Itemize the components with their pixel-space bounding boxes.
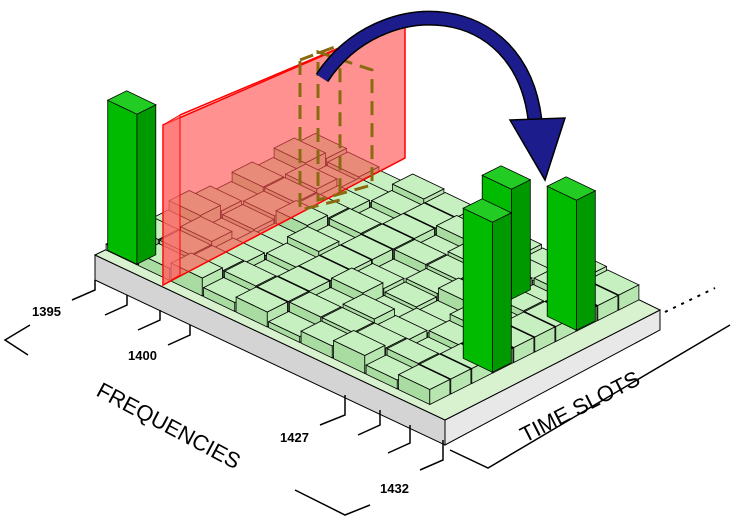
tall-green-bar-front	[462, 207, 493, 373]
dashed-selection-box	[298, 42, 374, 212]
tall-green-bar-top	[106, 90, 157, 115]
tall-green-bar	[106, 90, 157, 265]
frequencies-axis-title: FREQUENCIES	[93, 377, 245, 474]
tall-green-bar-side	[491, 212, 512, 373]
frequencies-bracket-bottom	[294, 489, 371, 516]
grid-cell-top	[382, 213, 436, 239]
continuation-dots	[664, 287, 716, 313]
tall-green-bar-side	[576, 190, 596, 331]
grid-cell-top	[223, 260, 277, 287]
grid-cell-top	[288, 291, 342, 318]
grid-cell-top	[342, 293, 396, 320]
axis-brackets	[3, 324, 731, 516]
grid-cell-top	[586, 269, 640, 296]
freq-label-1400: 1400	[128, 348, 157, 363]
freq-label-1395: 1395	[32, 304, 61, 319]
freq-label-1432: 1432	[380, 481, 409, 496]
grid-cell-top	[328, 208, 382, 234]
grid-cell-top	[330, 267, 384, 294]
tall-green-bar-top	[546, 176, 597, 201]
grid-cell-top	[340, 234, 394, 260]
tall-green-bar-front	[546, 185, 577, 331]
grid-cell-top	[384, 281, 438, 308]
grid-cell-top	[319, 244, 373, 271]
grid-cell-top	[391, 173, 445, 200]
frequencies-bracket-top	[3, 324, 31, 356]
tall-green-bar	[462, 198, 513, 373]
curved-arrow-icon	[315, 10, 567, 182]
grid-cell-top	[386, 338, 440, 364]
frequency-ticks	[71, 280, 444, 471]
tall-green-bar-top	[462, 198, 513, 223]
tall-green-bar-front	[107, 99, 138, 265]
grid-cell-top	[286, 226, 340, 252]
grid-cell-top	[361, 223, 415, 250]
tall-green-bar-side	[136, 104, 157, 265]
grid-cell-top	[397, 364, 451, 390]
tall-green-bar-side	[510, 179, 531, 300]
grid-cell-top	[393, 239, 447, 265]
tall-green-bar	[546, 176, 597, 331]
grid-cell-top	[321, 307, 375, 333]
tall-green-bar-top	[481, 165, 532, 190]
green-bars	[106, 90, 597, 373]
grid-cell-top	[256, 276, 310, 302]
red-plane-left-edge	[162, 114, 181, 286]
grid-cell-top	[502, 311, 556, 338]
grid-cell-top	[332, 330, 386, 356]
grid-cell	[397, 364, 451, 406]
grid-cell-top	[418, 353, 472, 380]
grid-cell-top	[235, 286, 289, 313]
grid-cell-top	[277, 265, 331, 292]
time-slots-bracket	[449, 324, 731, 469]
freq-label-1427: 1427	[280, 430, 309, 445]
grid-cell	[332, 330, 386, 375]
